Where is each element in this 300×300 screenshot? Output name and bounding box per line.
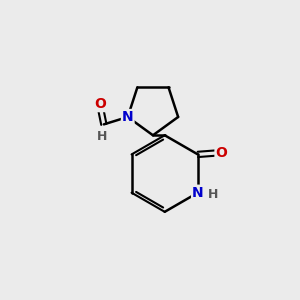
Text: O: O bbox=[94, 97, 106, 111]
Text: N: N bbox=[192, 186, 204, 200]
Text: O: O bbox=[215, 146, 227, 160]
Text: N: N bbox=[122, 110, 134, 124]
Text: H: H bbox=[207, 188, 218, 201]
Text: H: H bbox=[97, 130, 107, 143]
